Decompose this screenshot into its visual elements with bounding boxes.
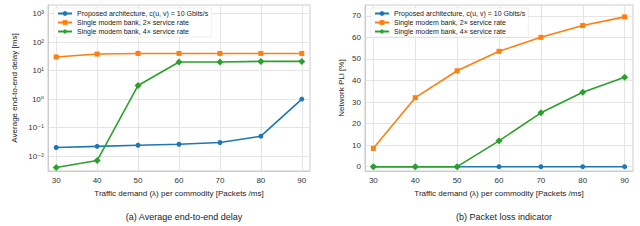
svg-text:Single modem bank, 4× service: Single modem bank, 4× service rate [77, 28, 189, 36]
svg-text:50: 50 [453, 176, 462, 185]
svg-text:Proposed architecture, c(u, v): Proposed architecture, c(u, v) = 10 Gbit… [394, 10, 526, 18]
svg-text:90: 90 [620, 176, 629, 185]
svg-text:Traffic demand (λ) per commodi: Traffic demand (λ) per commodity [Packet… [414, 189, 583, 198]
svg-text:(a) Average end-to-end delay: (a) Average end-to-end delay [126, 212, 243, 222]
svg-text:10⁻¹: 10⁻¹ [28, 123, 44, 132]
svg-text:30: 30 [52, 176, 61, 185]
svg-text:40: 40 [93, 176, 102, 185]
svg-text:50: 50 [352, 54, 361, 63]
svg-text:90: 90 [297, 176, 306, 185]
svg-text:0: 0 [357, 162, 362, 171]
svg-text:10⁻²: 10⁻² [28, 152, 44, 161]
svg-text:50: 50 [134, 176, 143, 185]
svg-text:Single modem bank, 4× service: Single modem bank, 4× service rate [394, 28, 506, 36]
svg-text:40: 40 [411, 176, 420, 185]
svg-text:20: 20 [352, 119, 361, 128]
svg-text:60: 60 [175, 176, 184, 185]
svg-text:80: 80 [256, 176, 265, 185]
svg-text:Single modem bank, 2× service: Single modem bank, 2× service rate [394, 19, 506, 27]
svg-text:10: 10 [352, 141, 361, 150]
svg-text:70: 70 [536, 176, 545, 185]
svg-text:Network PLI [%]: Network PLI [%] [337, 59, 346, 116]
svg-text:10³: 10³ [32, 9, 44, 18]
svg-text:10²: 10² [32, 38, 44, 47]
svg-text:40: 40 [352, 76, 361, 85]
svg-text:70: 70 [352, 11, 361, 20]
svg-text:30: 30 [352, 98, 361, 107]
svg-text:70: 70 [215, 176, 224, 185]
svg-text:Average end-to-end delay [ms]: Average end-to-end delay [ms] [10, 33, 19, 142]
svg-text:60: 60 [352, 33, 361, 42]
svg-text:Proposed architecture, c(u, v): Proposed architecture, c(u, v) = 10 Gbit… [77, 10, 209, 18]
svg-text:30: 30 [369, 176, 378, 185]
svg-text:80: 80 [578, 176, 587, 185]
svg-text:(b) Packet loss indicator: (b) Packet loss indicator [456, 212, 552, 222]
svg-text:60: 60 [495, 176, 504, 185]
svg-text:10⁰: 10⁰ [32, 95, 44, 104]
svg-text:Traffic demand (λ) per commodi: Traffic demand (λ) per commodity [Packet… [94, 189, 263, 198]
svg-text:Single modem bank, 2× service: Single modem bank, 2× service rate [77, 19, 189, 27]
svg-text:10¹: 10¹ [32, 66, 44, 75]
